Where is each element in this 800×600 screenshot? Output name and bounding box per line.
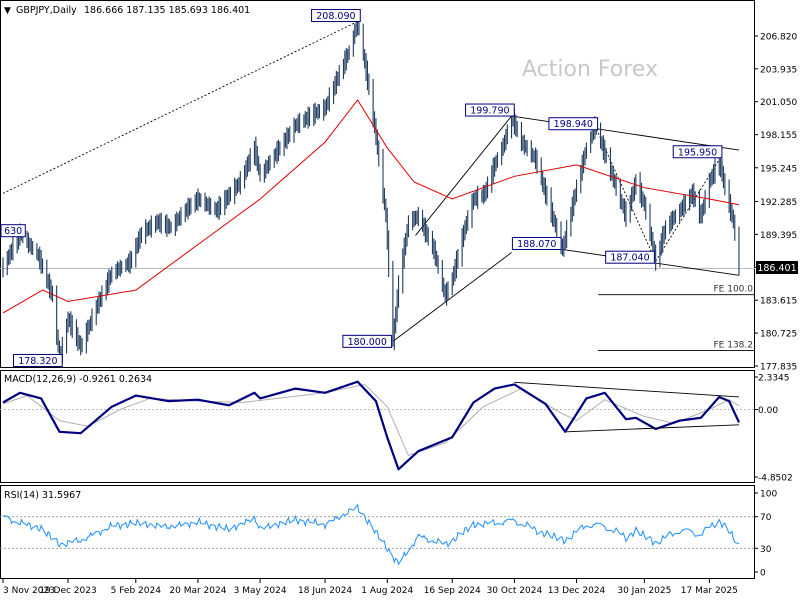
- macd-line: [2, 380, 740, 471]
- y-tick-label: 192.285: [760, 198, 797, 208]
- price-annotation-label: 187.040: [610, 253, 649, 264]
- macd-y-tick-label: -4.8502: [758, 474, 793, 484]
- x-tick-label: 1 Aug 2024: [361, 586, 413, 596]
- rsi-title: RSI(14) 31.5967: [4, 490, 81, 501]
- x-tick-label: 20 Mar 2024: [169, 586, 226, 596]
- y-tick-label: 206.820: [760, 33, 797, 43]
- macd-y-axis: 2.3345 0.00 -4.8502: [754, 374, 793, 484]
- price-annotation-label: 630: [4, 226, 22, 237]
- macd-trendline: [514, 381, 740, 398]
- y-tick-label: 189.395: [760, 231, 797, 241]
- rsi-y-tick-label: 30: [760, 545, 772, 555]
- price-annotation-label: 208.090: [316, 11, 355, 22]
- y-tick-label: 203.935: [760, 65, 797, 75]
- price-annotation-label: 178.320: [18, 356, 57, 367]
- price-annotation-box: [672, 145, 723, 159]
- price-annotation-box: [465, 103, 515, 117]
- fibonacci-extension-levels: FE 100.0 FE 138.2: [598, 285, 754, 351]
- y-tick-label: 201.050: [760, 98, 797, 108]
- y-tick-label: 198.155: [760, 131, 797, 141]
- ohlc-values: 186.666 187.135 185.693 186.401: [84, 5, 250, 16]
- macd-panel-frame: [0, 370, 755, 483]
- price-annotation-label: 180.000: [348, 337, 387, 348]
- macd-y-tick-label: 2.3345: [758, 374, 790, 384]
- y-tick-label: 177.835: [760, 363, 797, 373]
- fe-level-label: FE 100.0: [714, 285, 754, 295]
- x-tick-label: 13 Dec 2024: [548, 586, 606, 596]
- price-panel-frame: [0, 0, 755, 368]
- header-marker[interactable]: ▼: [4, 6, 11, 16]
- x-tick-label: 5 Feb 2024: [111, 586, 162, 596]
- price-annotation-label: 199.790: [470, 106, 509, 117]
- x-tick-label: 19 Dec 2023: [39, 586, 97, 596]
- x-tick-label: 30 Jan 2025: [617, 586, 671, 596]
- price-annotation-label: 188.070: [517, 239, 556, 250]
- price-annotation-label: 198.940: [554, 119, 593, 130]
- y-tick-label: 183.615: [760, 297, 797, 307]
- price-annotation-box: [13, 353, 63, 367]
- rsi-series: [0, 503, 754, 566]
- y-tick-label: 180.725: [760, 330, 797, 340]
- x-tick-label: 17 Mar 2025: [681, 586, 738, 596]
- moving-average-series: [2, 99, 740, 314]
- fe-level-label: FE 138.2: [714, 340, 754, 350]
- watermark: Action Forex: [522, 57, 658, 82]
- rsi-line: [2, 503, 740, 566]
- trendline: [392, 252, 512, 342]
- price-annotation-box: [0, 224, 26, 238]
- moving-average-line: [2, 99, 740, 314]
- rsi-y-axis: 100 70 30 0: [754, 490, 777, 579]
- macd-y-tick-label: 0.00: [758, 406, 778, 416]
- price-annotation-box: [342, 334, 393, 348]
- rsi-y-tick-label: 100: [760, 490, 777, 500]
- rsi-y-tick-label: 0: [760, 569, 766, 579]
- x-tick-label: 3 May 2024: [234, 586, 287, 596]
- price-annotations: 208.090 199.790 198.940 195.950 188.070 187.0…: [0, 9, 723, 367]
- x-tick-label: 3 Nov 2023: [3, 586, 55, 596]
- x-tick-label: 30 Oct 2024: [487, 586, 543, 596]
- price-annotation-box: [511, 236, 562, 250]
- macd-trendline: [566, 424, 740, 433]
- current-price-label: 186.401: [757, 263, 796, 274]
- y-tick-label: 195.245: [760, 164, 797, 174]
- rsi-y-tick-label: 70: [760, 513, 772, 523]
- x-tick-label: 16 Sep 2024: [424, 586, 481, 596]
- symbol-label: GBPJPY,Daily: [16, 5, 77, 16]
- price-annotation-label: 195.950: [678, 147, 717, 158]
- price-annotation-box: [605, 250, 655, 264]
- current-price-box: [756, 261, 798, 274]
- price-y-axis: 206.820 203.935 201.050 198.155 195.245 192.2…: [754, 33, 797, 373]
- price-annotation-box: [548, 117, 599, 131]
- macd-title: MACD(12,26,9) -0.9261 0.2634: [4, 374, 152, 385]
- trendline: [415, 115, 512, 236]
- macd-series: [0, 380, 754, 471]
- macd-signal-line: [2, 383, 740, 457]
- price-annotation-box: [311, 9, 361, 23]
- x-tick-label: 18 Jun 2024: [298, 586, 352, 596]
- trendline: [2, 21, 358, 194]
- rsi-panel-frame: [0, 485, 755, 579]
